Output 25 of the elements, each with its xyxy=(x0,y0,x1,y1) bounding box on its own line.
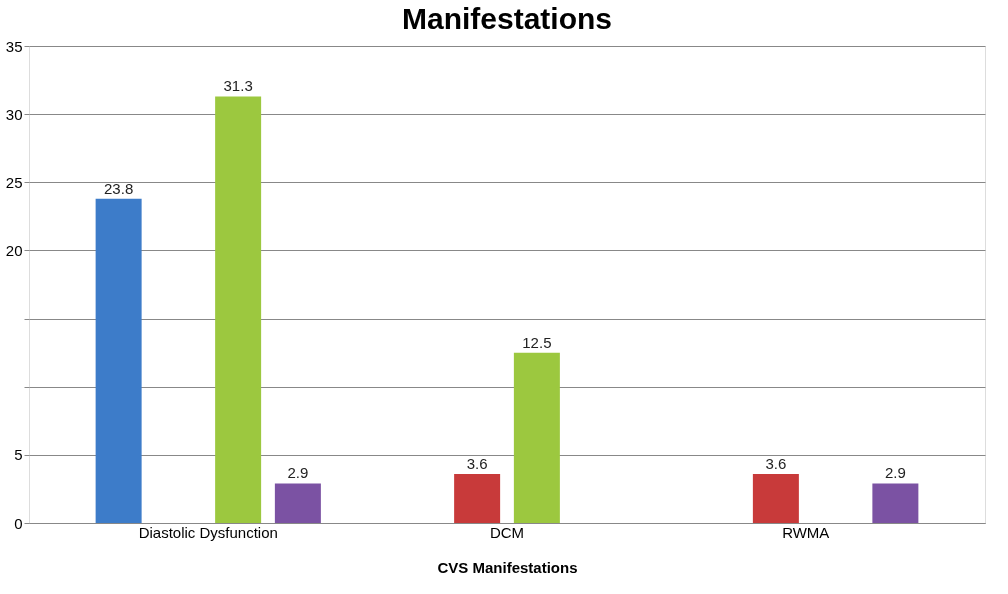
y-tick-label: 30 xyxy=(5,105,23,123)
bar xyxy=(274,483,321,523)
chart-title: Manifestations xyxy=(401,2,613,35)
y-tick-label: 25 xyxy=(5,173,23,191)
x-tick-label: RWMA xyxy=(782,523,830,541)
bar xyxy=(872,483,919,523)
y-tick-label: 35 xyxy=(5,37,23,55)
bar xyxy=(95,198,142,523)
data-label: 2.9 xyxy=(287,464,309,482)
bar xyxy=(454,473,501,523)
data-label: 3.6 xyxy=(466,454,488,472)
data-label: 2.9 xyxy=(884,464,906,482)
bar xyxy=(752,473,799,523)
bar xyxy=(513,352,560,523)
x-axis-title: CVS Manifestations xyxy=(437,558,578,576)
y-tick-label: 20 xyxy=(5,241,23,259)
y-tick-label: 5 xyxy=(14,446,23,464)
x-tick-label: Diastolic Dysfunction xyxy=(138,523,278,541)
bar xyxy=(215,96,262,523)
x-tick-label: DCM xyxy=(489,523,525,541)
data-label: 23.8 xyxy=(104,179,134,197)
data-label: 31.3 xyxy=(223,77,253,95)
data-label: 12.5 xyxy=(522,333,552,351)
data-label: 3.6 xyxy=(765,454,787,472)
y-tick-label: 0 xyxy=(14,514,23,532)
